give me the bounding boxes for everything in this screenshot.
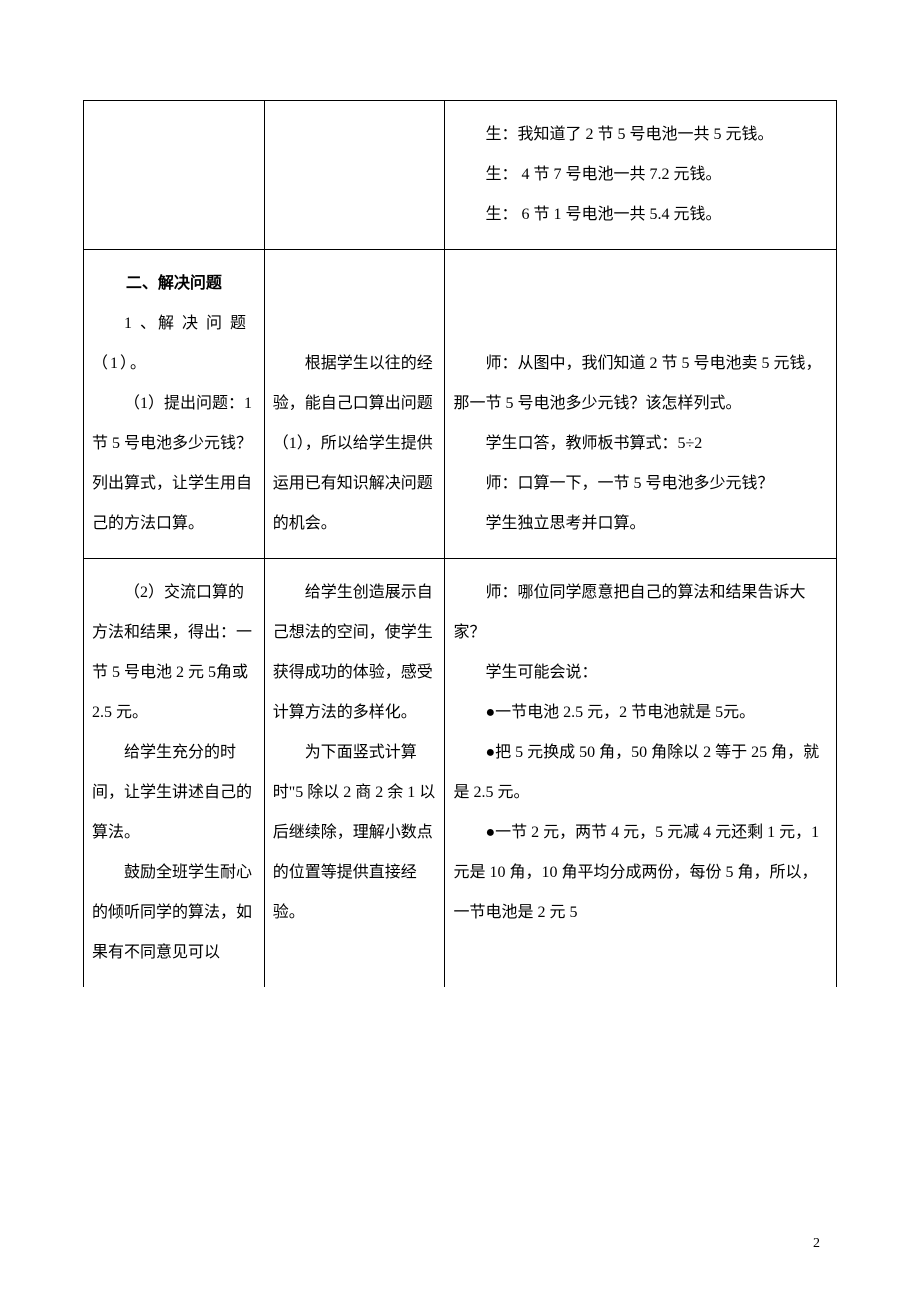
cell-r2-c2: 根据学生以往的经验，能自己口算出问题（1），所以给学生提供运用已有知识解决问题的… [264, 250, 445, 559]
cell-r3-c2: 给学生创造展示自己想法的空间，使学生获得成功的体验，感受计算方法的多样化。 为下… [264, 559, 445, 988]
lesson-plan-table: 生：我知道了 2 节 5 号电池一共 5 元钱。 生： 4 节 7 号电池一共 … [83, 100, 837, 987]
cell-r1-c1 [84, 101, 265, 250]
cell-r1-c2 [264, 101, 445, 250]
table-row: 生：我知道了 2 节 5 号电池一共 5 元钱。 生： 4 节 7 号电池一共 … [84, 101, 837, 250]
text-line: ●一节 2 元，两节 4 元，5 元减 4 元还剩 1 元，1 元是 10 角，… [453, 813, 828, 933]
cell-r1-c3: 生：我知道了 2 节 5 号电池一共 5 元钱。 生： 4 节 7 号电池一共 … [445, 101, 837, 250]
cell-r3-c3: 师：哪位同学愿意把自己的算法和结果告诉大家？ 学生可能会说： ●一节电池 2.5… [445, 559, 837, 988]
text-line: 生： 4 节 7 号电池一共 7.2 元钱。 [453, 155, 828, 195]
text-line: 师：口算一下，一节 5 号电池多少元钱？ [453, 464, 828, 504]
text-line: ●一节电池 2.5 元，2 节电池就是 5元。 [453, 693, 828, 733]
cell-r2-c1: 二、解决问题 1 、解 决 问 题（1）。 （1）提出问题：1 节 5 号电池多… [84, 250, 265, 559]
text-line: 学生口答，教师板书算式：5÷2 [453, 424, 828, 464]
text-line: 生： 6 节 1 号电池一共 5.4 元钱。 [453, 195, 828, 235]
text-line: ●把 5 元换成 50 角，50 角除以 2 等于 25 角，就是 2.5 元。 [453, 733, 828, 813]
cell-r2-c3: 师：从图中，我们知道 2 节 5 号电池卖 5 元钱，那一节 5 号电池多少元钱… [445, 250, 837, 559]
text-line: 师：从图中，我们知道 2 节 5 号电池卖 5 元钱，那一节 5 号电池多少元钱… [453, 344, 828, 424]
text-line: 生：我知道了 2 节 5 号电池一共 5 元钱。 [453, 115, 828, 155]
text-line: 师：哪位同学愿意把自己的算法和结果告诉大家？ [453, 573, 828, 653]
text-line: 为下面竖式计算时"5 除以 2 商 2 余 1 以后继续除，理解小数点的位置等提… [273, 733, 437, 933]
text-line: （1）提出问题：1 节 5 号电池多少元钱？列出算式，让学生用自己的方法口算。 [92, 384, 256, 544]
text-line: 学生独立思考并口算。 [453, 504, 828, 544]
text-line: 给学生创造展示自己想法的空间，使学生获得成功的体验，感受计算方法的多样化。 [273, 573, 437, 733]
table-row: （2）交流口算的方法和结果，得出：一节 5 号电池 2 元 5角或 2.5 元。… [84, 559, 837, 988]
text-line: 鼓励全班学生耐心的倾听同学的算法，如果有不同意见可以 [92, 853, 256, 973]
table-row: 二、解决问题 1 、解 决 问 题（1）。 （1）提出问题：1 节 5 号电池多… [84, 250, 837, 559]
text-line: 给学生充分的时间，让学生讲述自己的算法。 [92, 733, 256, 853]
text-line: 根据学生以往的经验，能自己口算出问题（1），所以给学生提供运用已有知识解决问题的… [273, 344, 437, 544]
cell-r3-c1: （2）交流口算的方法和结果，得出：一节 5 号电池 2 元 5角或 2.5 元。… [84, 559, 265, 988]
text-line: 学生可能会说： [453, 653, 828, 693]
text-line: 1 、解 决 问 题（1）。 [92, 304, 256, 384]
text-line: （2）交流口算的方法和结果，得出：一节 5 号电池 2 元 5角或 2.5 元。 [92, 573, 256, 733]
page-number: 2 [813, 1236, 820, 1252]
section-title: 二、解决问题 [92, 264, 256, 304]
